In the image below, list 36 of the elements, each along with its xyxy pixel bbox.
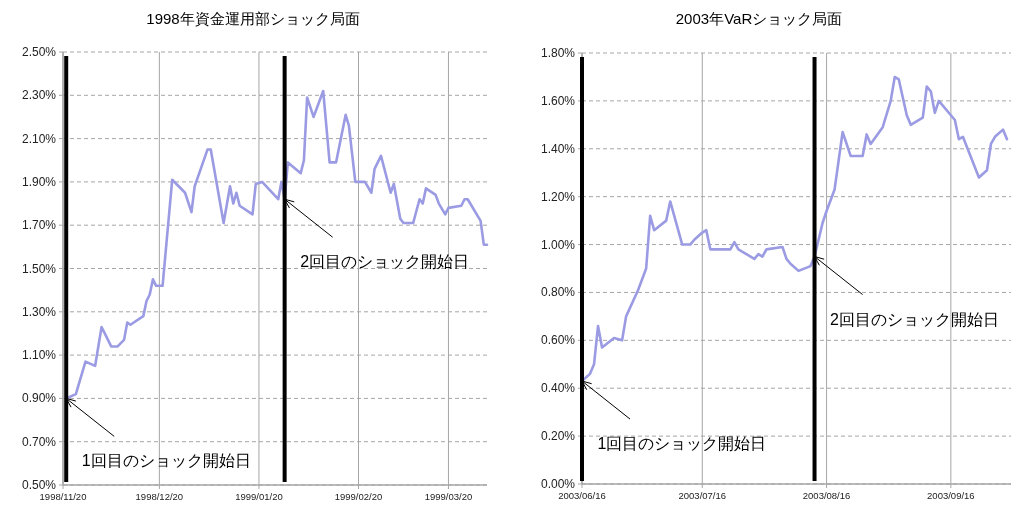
chart-title: 1998年資金運用部ショック局面 (146, 10, 360, 27)
y-tick-label: 1.30% (21, 304, 57, 319)
annotation: 1回目のショック開始日 (81, 452, 251, 470)
y-tick-label: 1.80% (540, 46, 576, 60)
y-tick-label: 0.80% (540, 285, 576, 300)
y-tick-label: 2.10% (21, 131, 57, 146)
x-tick-label: 1999/01/20 (235, 491, 283, 502)
x-tick-label: 2003/07/16 (678, 490, 727, 501)
y-tick-label: 0.60% (540, 333, 576, 348)
annotation: 2回目のショック開始日 (300, 253, 470, 271)
annotation: 1回目のショック開始日 (597, 435, 767, 453)
y-tick-label: 1.20% (540, 189, 576, 204)
y-tick-label: 0.20% (540, 429, 576, 444)
x-tick-label: 2003/09/16 (927, 490, 975, 501)
annotation: 2回目のショック開始日 (830, 310, 999, 328)
y-tick-label: 0.70% (21, 434, 57, 449)
x-tick-label: 2003/08/16 (802, 490, 851, 501)
x-tick-label: 1999/03/20 (424, 491, 473, 502)
x-tick-label: 1998/12/20 (135, 491, 184, 502)
x-tick-label: 2003/06/16 (558, 490, 606, 501)
y-tick-label: 1.50% (21, 261, 57, 276)
y-tick-label: 1.70% (21, 218, 57, 233)
y-tick-label: 0.50% (21, 478, 57, 492)
y-tick-label: 0.00% (540, 477, 576, 491)
y-tick-label: 1.60% (540, 93, 576, 108)
y-tick-label: 1.90% (21, 174, 57, 189)
chart-title: 2003年VaRショック局面 (675, 10, 843, 27)
y-tick-label: 0.40% (540, 381, 576, 396)
y-tick-label: 1.10% (21, 348, 57, 363)
x-tick-label: 1999/02/20 (334, 491, 383, 502)
y-tick-label: 1.40% (540, 141, 576, 156)
y-tick-label: 0.90% (21, 391, 57, 406)
y-tick-label: 1.00% (540, 237, 576, 252)
y-tick-label: 2.50% (21, 45, 57, 59)
x-tick-label: 1998/11/20 (39, 491, 87, 502)
y-tick-label: 2.30% (21, 88, 57, 103)
